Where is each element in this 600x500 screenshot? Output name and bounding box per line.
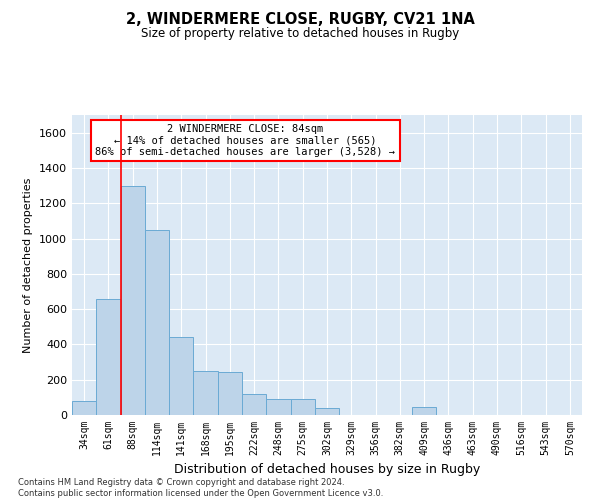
Bar: [266, 399, 290, 415]
Bar: [193, 371, 218, 415]
Bar: [121, 186, 145, 415]
Text: 2 WINDERMERE CLOSE: 84sqm
← 14% of detached houses are smaller (565)
86% of semi: 2 WINDERMERE CLOSE: 84sqm ← 14% of detac…: [95, 124, 395, 157]
Y-axis label: Number of detached properties: Number of detached properties: [23, 178, 34, 352]
Text: Size of property relative to detached houses in Rugby: Size of property relative to detached ho…: [141, 28, 459, 40]
Bar: [169, 338, 193, 415]
Text: Contains HM Land Registry data © Crown copyright and database right 2024.
Contai: Contains HM Land Registry data © Crown c…: [18, 478, 383, 498]
Bar: [412, 407, 436, 415]
Bar: [218, 372, 242, 415]
X-axis label: Distribution of detached houses by size in Rugby: Distribution of detached houses by size …: [174, 464, 480, 476]
Bar: [72, 401, 96, 415]
Bar: [242, 394, 266, 415]
Bar: [290, 399, 315, 415]
Text: 2, WINDERMERE CLOSE, RUGBY, CV21 1NA: 2, WINDERMERE CLOSE, RUGBY, CV21 1NA: [125, 12, 475, 28]
Bar: [145, 230, 169, 415]
Bar: [315, 408, 339, 415]
Bar: [96, 298, 121, 415]
